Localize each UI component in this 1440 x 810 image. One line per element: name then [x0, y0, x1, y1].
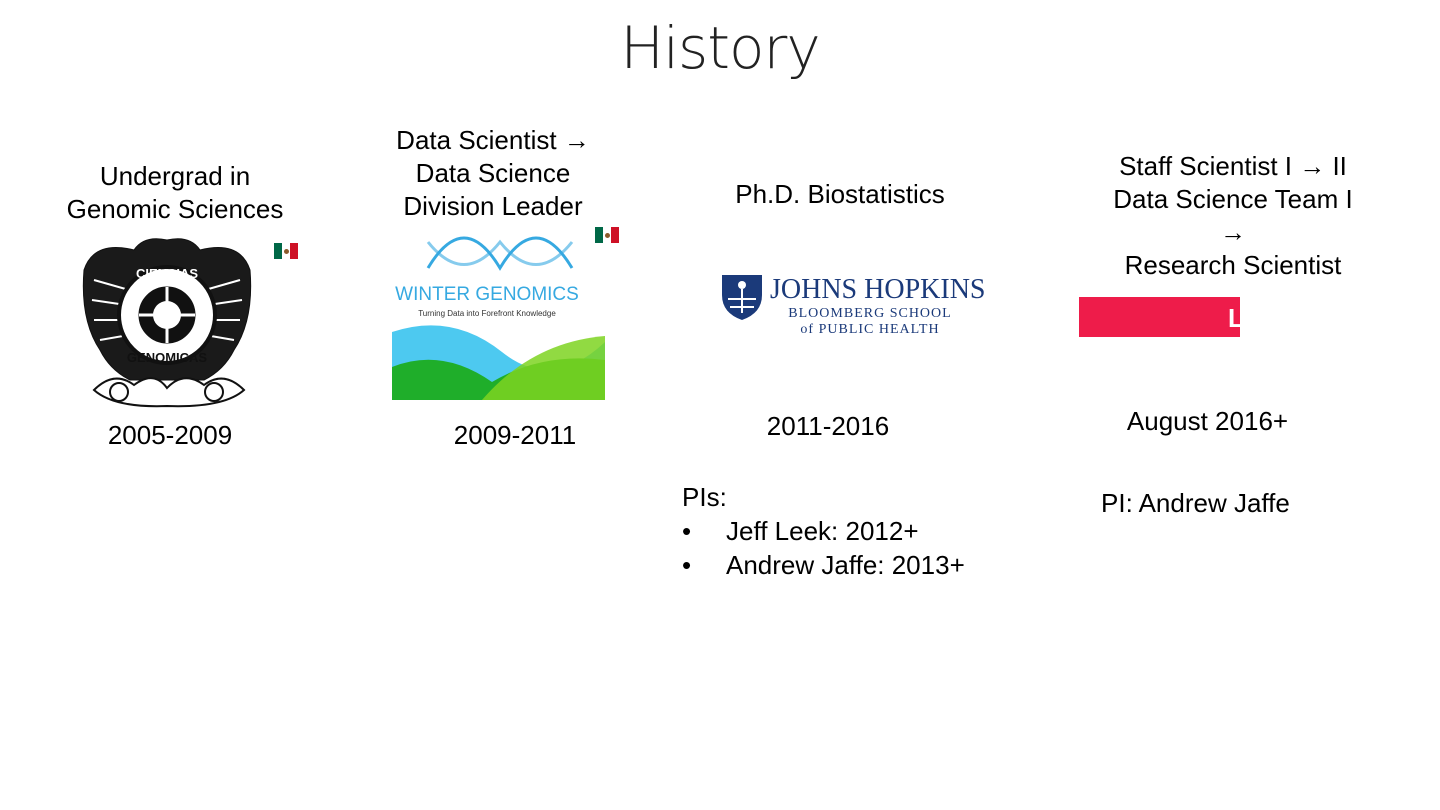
mexico-flag-icon	[595, 227, 619, 243]
list-item: • Andrew Jaffe: 2013+	[682, 548, 1022, 582]
col1-heading-line: Undergrad in	[99, 161, 251, 191]
col4-heading-line: Research Scientist	[1124, 250, 1342, 280]
winter-genomics-tagline: Turning Data into Forefront Knowledge	[418, 309, 556, 318]
col2-years: 2009-2011	[453, 420, 577, 450]
winter-genomics-name: WINTER GENOMICS	[395, 284, 579, 305]
col4-pi: PI: Andrew Jaffe	[1101, 488, 1290, 518]
col3-heading-line: Ph.D. Biostatistics	[735, 179, 945, 209]
mexico-flag-icon	[274, 243, 298, 259]
col4-heading-line: Data Science Team I	[1113, 184, 1353, 214]
col1-heading: Undergrad in Genomic Sciences	[50, 160, 300, 226]
col4-heading-line: →	[1220, 217, 1246, 247]
col2-heading: Data Scientist → Data Science Division L…	[370, 124, 616, 223]
slide-title: History	[620, 14, 820, 82]
list-item: • Jeff Leek: 2012+	[682, 514, 1022, 548]
libd-logo-text: LIBD	[1228, 303, 1289, 333]
jhu-shield-icon	[722, 275, 762, 320]
col4-years: August 2016+	[1126, 406, 1289, 436]
col4-heading-line: Staff Scientist I → II	[1119, 151, 1347, 181]
col2-heading-line: Data Scientist →	[396, 125, 590, 155]
svg-text:CIENCIAS: CIENCIAS	[136, 266, 198, 281]
jhu-logo-line2: BLOOMBERG SCHOOL	[788, 306, 952, 321]
col3-years: 2011-2016	[766, 411, 890, 441]
col4-heading: Staff Scientist I → II Data Science Team…	[1080, 150, 1386, 282]
col1-years: 2005-2009	[107, 420, 233, 450]
dna-helix-icon	[392, 236, 605, 400]
bullet: •	[682, 516, 692, 546]
unam-seal-icon: CIENCIAS GENOMICAS	[82, 238, 252, 408]
col3-heading: Ph.D. Biostatistics	[700, 178, 980, 211]
libd-logo: LIBD	[1228, 303, 1289, 334]
col1-heading-line: Genomic Sciences	[66, 194, 284, 224]
jhu-logo-line1: JOHNS HOPKINS	[770, 274, 986, 305]
pi-entry: Andrew Jaffe: 2013+	[726, 550, 965, 580]
col3-pis: PIs: • Jeff Leek: 2012+ • Andrew Jaffe: …	[682, 480, 1022, 582]
pi-entry: Jeff Leek: 2012+	[726, 516, 919, 546]
winter-genomics-logo: WINTER GENOMICS Turning Data into Forefr…	[392, 232, 605, 400]
bullet: •	[682, 550, 692, 580]
libd-logo-bar	[1079, 297, 1240, 337]
col2-heading-line: Division Leader	[403, 191, 583, 221]
svg-text:GENOMICAS: GENOMICAS	[127, 350, 208, 365]
col2-heading-line: Data Science	[415, 158, 571, 188]
pis-label: PIs:	[682, 482, 727, 512]
jhu-logo: JOHNS HOPKINS BLOOMBERG SCHOOL of PUBLIC…	[770, 274, 985, 338]
jhu-logo-line3: of PUBLIC HEALTH	[800, 322, 940, 337]
